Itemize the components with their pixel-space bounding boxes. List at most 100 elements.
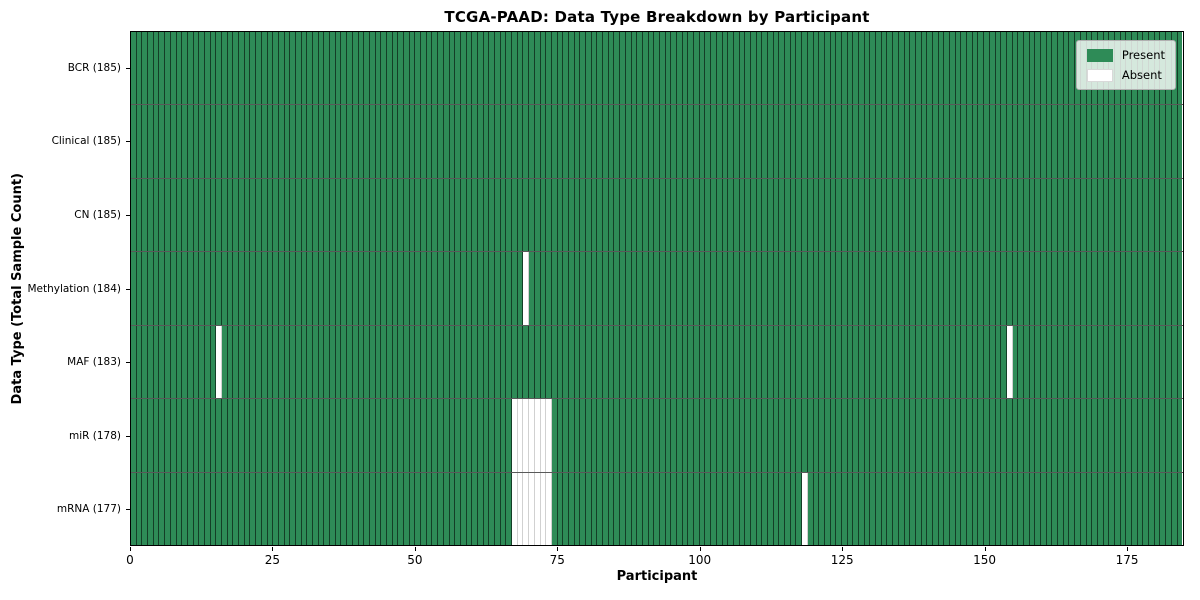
cell-mrna-6	[165, 472, 171, 545]
cell-mrna-10	[187, 472, 194, 545]
cell-maf-111	[762, 325, 768, 399]
cell-cn-62	[483, 178, 490, 252]
cell-cn-44	[381, 178, 387, 252]
cell-mrna-41	[364, 472, 370, 545]
cell-maf-100	[699, 325, 706, 399]
cell-mir-159	[1035, 399, 1041, 472]
cell-maf-38	[347, 325, 353, 399]
cell-bcr-46	[392, 32, 399, 105]
cell-mir-137	[910, 399, 916, 472]
cell-bcr-29	[295, 32, 302, 105]
cell-cn-63	[489, 178, 495, 252]
cell-mrna-38	[347, 472, 353, 545]
cell-bcr-103	[716, 32, 723, 105]
cell-mir-168	[1086, 399, 1093, 472]
cell-methylation-160	[1041, 252, 1047, 325]
cell-bcr-20	[244, 32, 251, 105]
cell-methylation-122	[824, 252, 831, 325]
cell-clinical-64	[495, 105, 501, 178]
cell-clinical-52	[426, 105, 433, 178]
cell-maf-56	[449, 325, 456, 399]
cell-clinical-160	[1041, 105, 1047, 178]
cell-clinical-93	[659, 105, 666, 178]
cell-mir-106	[733, 399, 740, 472]
cell-cn-14	[210, 178, 217, 252]
cell-clinical-153	[1001, 105, 1007, 178]
cell-methylation-41	[364, 252, 370, 325]
x-tick-25	[272, 547, 274, 551]
cell-clinical-150	[984, 105, 990, 178]
cell-mrna-162	[1052, 472, 1059, 545]
cell-mrna-145	[955, 472, 962, 545]
cell-maf-72	[540, 325, 547, 399]
cell-maf-90	[642, 325, 649, 399]
cell-mir-74	[551, 399, 558, 472]
cell-methylation-34	[324, 252, 331, 325]
cell-clinical-155	[1012, 105, 1019, 178]
cell-mrna-89	[637, 472, 643, 545]
cell-cn-173	[1114, 178, 1121, 252]
cell-clinical-26	[278, 105, 285, 178]
cell-maf-141	[932, 325, 939, 399]
cell-mrna-20	[244, 472, 251, 545]
cell-maf-51	[421, 325, 427, 399]
cell-mrna-63	[489, 472, 495, 545]
cell-mir-75	[557, 399, 564, 472]
cell-mrna-113	[773, 472, 780, 545]
cell-mir-114	[779, 399, 786, 472]
cell-mir-72	[540, 399, 547, 472]
cell-maf-93	[659, 325, 666, 399]
cell-clinical-53	[432, 105, 439, 178]
cell-methylation-118	[802, 252, 808, 325]
cell-mir-37	[341, 399, 348, 472]
cell-clinical-169	[1092, 105, 1098, 178]
cell-cn-143	[944, 178, 950, 252]
cell-maf-27	[284, 325, 291, 399]
cell-bcr-33	[318, 32, 325, 105]
cell-mrna-175	[1126, 472, 1132, 545]
cell-methylation-73	[546, 252, 552, 325]
cell-mrna-166	[1075, 472, 1081, 545]
cell-mir-32	[313, 399, 319, 472]
cell-cn-182	[1166, 178, 1172, 252]
cell-mir-30	[301, 399, 308, 472]
cell-bcr-3	[148, 32, 154, 105]
cell-clinical-30	[301, 105, 308, 178]
cell-methylation-114	[779, 252, 786, 325]
cell-methylation-141	[932, 252, 939, 325]
cell-maf-9	[182, 325, 188, 399]
cell-bcr-16	[222, 32, 228, 105]
cell-methylation-64	[495, 252, 501, 325]
cell-cn-178	[1143, 178, 1150, 252]
cell-bcr-138	[915, 32, 922, 105]
cell-mrna-134	[893, 472, 899, 545]
cell-maf-23	[261, 325, 268, 399]
cell-cn-89	[637, 178, 643, 252]
cell-mrna-18	[233, 472, 240, 545]
cell-bcr-129	[864, 32, 871, 105]
y-tick-label-cn: CN (185)	[74, 208, 121, 221]
cell-cn-119	[807, 178, 814, 252]
cell-mir-143	[944, 399, 950, 472]
cell-bcr-99	[694, 32, 700, 105]
cell-methylation-44	[381, 252, 387, 325]
cell-methylation-18	[233, 252, 240, 325]
cell-mrna-16	[222, 472, 228, 545]
cell-mrna-76	[563, 472, 569, 545]
cell-cn-10	[187, 178, 194, 252]
cell-bcr-109	[750, 32, 757, 105]
cell-cn-86	[620, 178, 626, 252]
cell-mrna-131	[876, 472, 882, 545]
cell-methylation-70	[529, 252, 535, 325]
cell-cn-110	[756, 178, 763, 252]
y-tick-label-maf: MAF (183)	[67, 356, 121, 369]
x-axis: 0 25 50 75 100 125 150 175	[126, 546, 1184, 578]
cell-cn-142	[938, 178, 945, 252]
cell-mrna-54	[438, 472, 444, 545]
cell-maf-117	[796, 325, 803, 399]
cell-cn-77	[568, 178, 575, 252]
y-tick-mir	[126, 435, 130, 437]
cell-mrna-99	[694, 472, 700, 545]
cell-bcr-140	[927, 32, 933, 105]
cell-cn-15	[216, 178, 222, 252]
